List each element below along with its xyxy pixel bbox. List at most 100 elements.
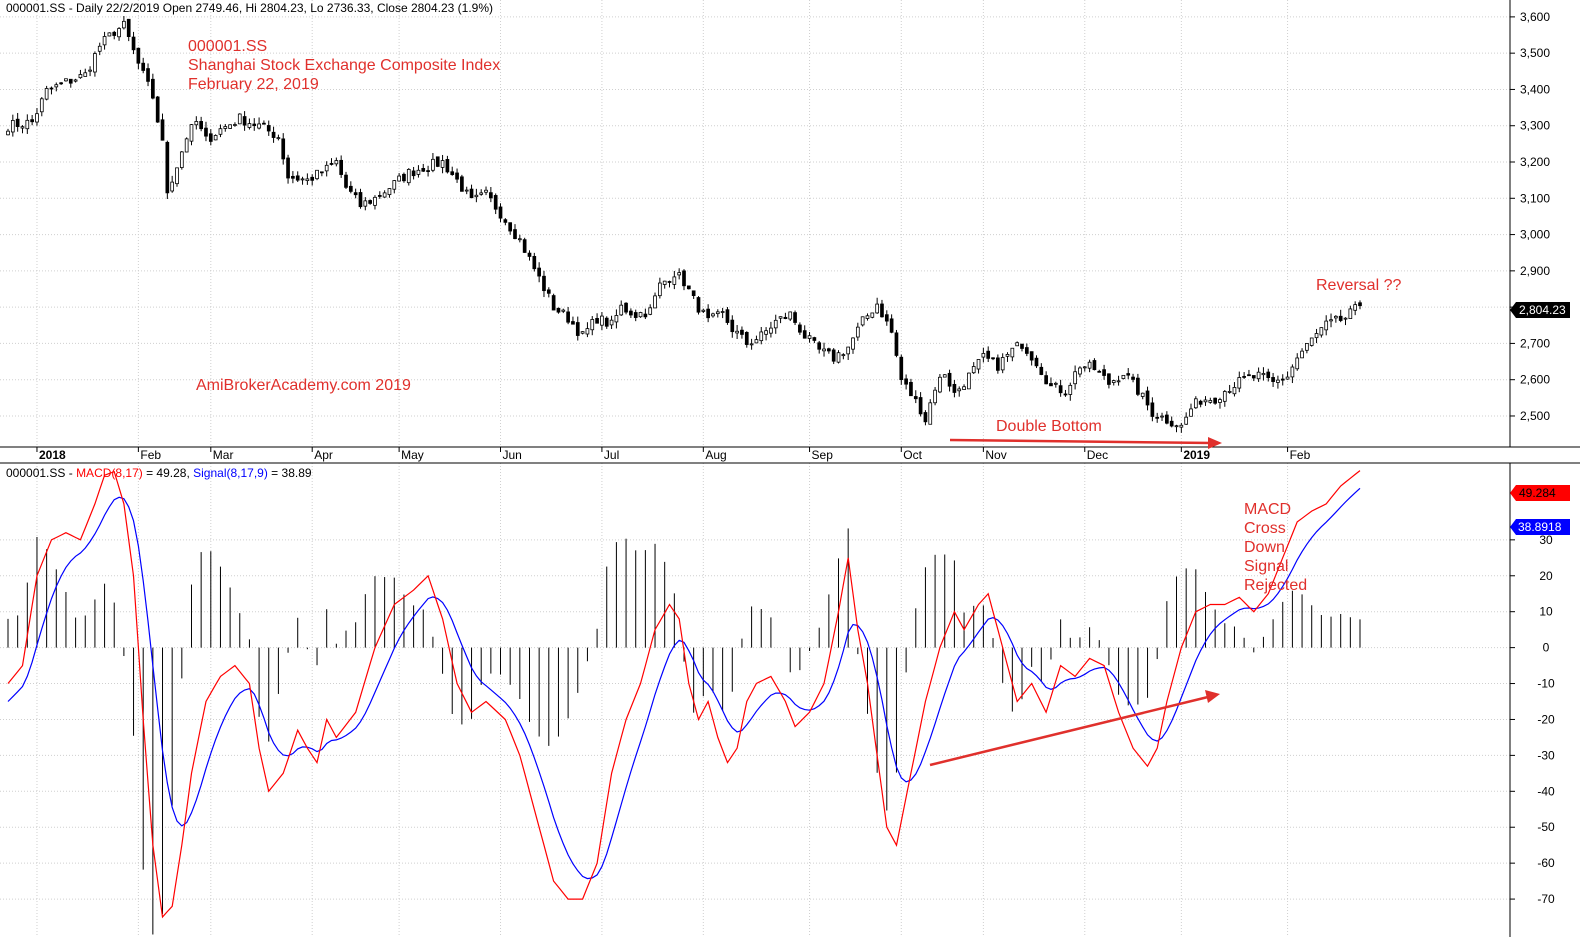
candle (1276, 375, 1280, 389)
candle (1044, 371, 1048, 385)
candle (1203, 396, 1208, 406)
candle (83, 68, 88, 77)
candle (1329, 313, 1333, 328)
candlestick-series (6, 16, 1362, 433)
candle (561, 308, 566, 314)
candle (204, 121, 208, 142)
price-tick-label: 2,900 (1520, 264, 1550, 278)
candle (281, 133, 286, 165)
candle (773, 314, 778, 334)
candle (460, 174, 464, 192)
candle (122, 16, 126, 30)
candle (397, 173, 401, 182)
candle (769, 321, 773, 338)
candle (291, 171, 295, 184)
candle (179, 150, 184, 170)
candle (218, 124, 223, 138)
macd-tick-label: -70 (1537, 892, 1555, 906)
candle (802, 325, 807, 339)
candle (25, 114, 30, 134)
candle (1024, 343, 1029, 357)
price-tick-label: 3,500 (1520, 46, 1550, 60)
candle (1145, 386, 1150, 411)
candle (1136, 373, 1140, 397)
candle (604, 316, 609, 329)
candle (136, 47, 141, 70)
candle (1213, 397, 1217, 405)
candle (266, 120, 271, 136)
macd-annotation-line-2: Cross (1244, 520, 1286, 537)
last-price-text: 2,804.23 (1519, 303, 1566, 317)
candle (962, 384, 966, 390)
candle (199, 116, 203, 132)
candle (1078, 366, 1082, 378)
candle (1174, 424, 1179, 433)
candle (1295, 353, 1300, 371)
candle (1280, 374, 1285, 386)
candle (1251, 375, 1256, 382)
candle (117, 27, 121, 41)
candle (223, 124, 228, 132)
candle (923, 410, 928, 426)
candle (971, 362, 976, 375)
candle (532, 252, 537, 272)
candle (363, 197, 368, 211)
candle (112, 30, 117, 40)
month-tick-label: Sep (812, 448, 834, 462)
candle (1169, 416, 1174, 428)
candle (667, 280, 672, 288)
price-tick-label: 3,600 (1520, 10, 1550, 24)
candle (870, 312, 875, 319)
candle (474, 188, 479, 203)
candle (368, 199, 372, 205)
candle (445, 155, 450, 174)
candle (450, 166, 455, 176)
candle (720, 307, 725, 319)
month-tick-label: Mar (213, 448, 234, 462)
macd-tick-label: -60 (1537, 856, 1555, 870)
candle (957, 386, 962, 397)
candle (170, 175, 175, 193)
candle (320, 171, 324, 177)
candle (831, 348, 836, 365)
signal-line (7, 487, 1361, 880)
candle (493, 193, 498, 215)
candle (271, 126, 276, 143)
candle (1165, 411, 1169, 425)
candle (1121, 374, 1126, 380)
candle (189, 123, 194, 146)
price-tick-label: 2,500 (1520, 409, 1550, 423)
candle (629, 308, 633, 319)
candle (1247, 369, 1251, 377)
candle (1029, 351, 1034, 366)
candle (344, 171, 348, 189)
candle (165, 140, 170, 200)
candle (527, 250, 532, 261)
candle (711, 312, 715, 318)
candle (1073, 365, 1077, 390)
macd-header-signal-label: Signal(8,17,9) (193, 466, 268, 480)
candle (522, 237, 527, 253)
candle (609, 315, 614, 329)
candle (904, 374, 908, 390)
candle (754, 335, 759, 344)
candle (300, 176, 305, 185)
divergence-arrow (929, 690, 1220, 767)
candle (126, 18, 131, 42)
candle (1068, 382, 1073, 401)
candle (1242, 372, 1246, 379)
watermark-text: AmiBrokerAcademy.com 2019 (196, 377, 411, 394)
month-tick-label: Dec (1087, 448, 1108, 462)
candle (503, 218, 508, 226)
candle (295, 171, 300, 183)
candle (416, 165, 421, 178)
candle (1155, 412, 1160, 423)
candle (426, 165, 430, 177)
candle (20, 125, 25, 134)
price-header: 000001.SS - Daily 22/2/2019 Open 2749.46… (6, 1, 493, 15)
candle (1087, 359, 1092, 373)
candle (141, 57, 146, 74)
candle (1131, 373, 1135, 383)
candle (986, 346, 991, 362)
double-bottom-arrow (949, 437, 1222, 449)
